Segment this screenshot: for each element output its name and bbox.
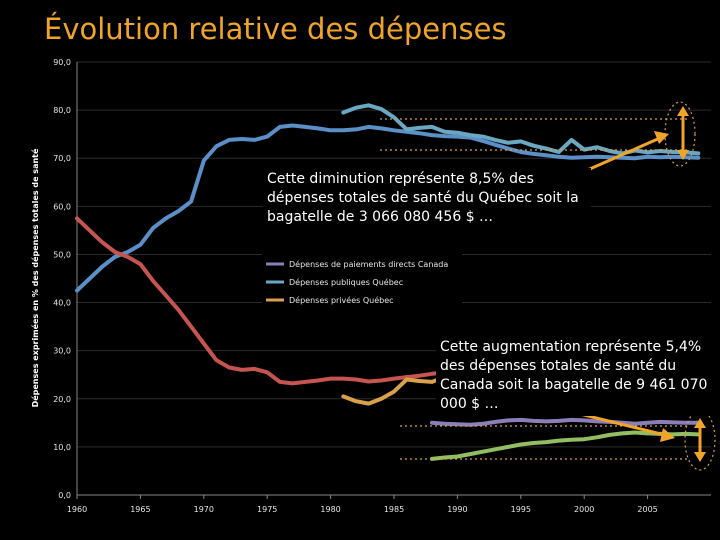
y-axis-label: Dépenses exprimées en % des dépenses tot…: [30, 148, 40, 407]
x-tick-label: 1980: [320, 505, 340, 514]
y-tick-label: 70,0: [53, 154, 71, 163]
x-tick-label: 1960: [67, 505, 87, 514]
y-tick-label: 0,0: [58, 491, 71, 500]
x-tick-label: 1975: [257, 505, 277, 514]
legend-box: [262, 248, 462, 310]
arrowhead-bottom-down: [694, 452, 706, 462]
y-tick-label: 50,0: [53, 250, 71, 259]
y-tick-label: 30,0: [53, 347, 71, 356]
legend-label: Dépenses de paiements directs Canada: [289, 259, 448, 269]
y-tick-label: 60,0: [53, 202, 71, 211]
series-line-depenses-publiques-canada: [75, 123, 701, 293]
x-tick-label: 2000: [574, 505, 594, 514]
x-tick-label: 1965: [130, 505, 150, 514]
y-tick-label: 20,0: [53, 395, 71, 404]
legend-label: Dépenses privées Québec: [289, 295, 394, 305]
callout-diminution: Cette diminution représente 8,5% des dép…: [263, 168, 591, 229]
callout-arrow-2: [575, 411, 666, 437]
annotations: [380, 101, 716, 471]
y-tick-label: 90,0: [53, 58, 71, 67]
y-tick-label: 10,0: [53, 443, 71, 452]
slide-title: Évolution relative des dépenses: [44, 12, 507, 46]
highlight-ellipse-bottom: [684, 409, 716, 471]
x-tick-label: 1995: [511, 505, 531, 514]
y-tick-label: 40,0: [53, 299, 71, 308]
arrowhead-top-down: [677, 150, 689, 160]
arrowhead-top-up: [677, 106, 689, 116]
callout-augmentation: Cette augmentation représente 5,4% des d…: [436, 336, 716, 416]
chart-legend: Dépenses de paiements directs Canada Dépe…: [262, 248, 462, 310]
callout-arrowhead-1: [654, 131, 669, 144]
x-tick-label: 1985: [384, 505, 404, 514]
x-tick-label: 1970: [194, 505, 214, 514]
arrowhead-bottom-up: [694, 418, 706, 428]
legend-label: Dépenses publiques Québec: [289, 277, 403, 287]
axes: 0,0 10,0 20,0 30,0 40,0 50,0 60,0 70,0 80,0 90,0 1…: [53, 58, 711, 514]
series-line-depenses-publiques-quebec: [341, 103, 701, 156]
series-line-depenses-de-paiements-directs-canada: [430, 417, 701, 427]
x-tick-label: 1990: [447, 505, 467, 514]
y-tick-label: 80,0: [53, 106, 71, 115]
double-arrows: [677, 106, 706, 462]
callout-arrowhead-2: [660, 428, 675, 442]
x-tick-label: 2005: [637, 505, 657, 514]
